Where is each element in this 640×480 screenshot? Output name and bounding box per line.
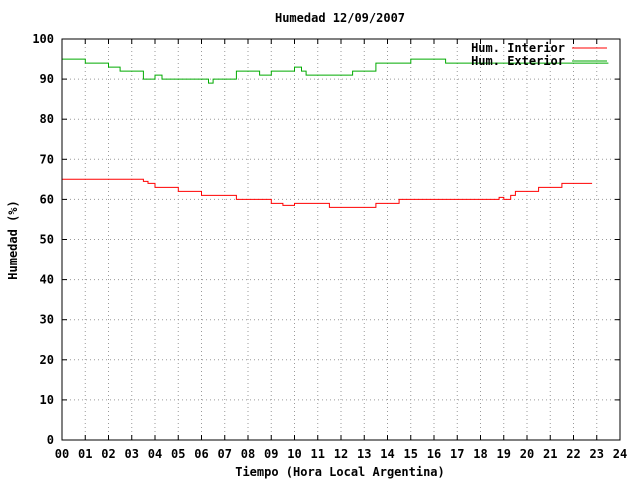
x-tick-label: 23 <box>590 447 604 461</box>
x-tick-label: 01 <box>78 447 92 461</box>
x-tick-label: 09 <box>264 447 278 461</box>
y-tick-label: 100 <box>32 32 54 46</box>
legend-label: Hum. Interior <box>471 41 565 55</box>
series-lines <box>62 58 609 208</box>
x-tick-label: 06 <box>194 447 208 461</box>
x-tick-label: 18 <box>473 447 487 461</box>
x-tick-label: 15 <box>404 447 418 461</box>
x-tick-label: 21 <box>543 447 557 461</box>
y-tick-label: 10 <box>40 393 54 407</box>
x-tick-label: 02 <box>101 447 115 461</box>
y-tick-label: 40 <box>40 273 54 287</box>
x-tick-label: 05 <box>171 447 185 461</box>
x-tick-label: 22 <box>566 447 580 461</box>
x-tick-label: 12 <box>334 447 348 461</box>
y-tick-label: 0 <box>47 433 54 447</box>
x-axis-label: Tiempo (Hora Local Argentina) <box>235 465 445 479</box>
x-tick-label: 07 <box>218 447 232 461</box>
y-tick-label: 50 <box>40 233 54 247</box>
x-tick-label: 16 <box>427 447 441 461</box>
x-tick-label: 04 <box>148 447 162 461</box>
y-axis-label: Humedad (%) <box>6 200 20 279</box>
x-tick-label: 03 <box>125 447 139 461</box>
x-tick-label: 10 <box>287 447 301 461</box>
y-tick-label: 20 <box>40 353 54 367</box>
x-tick-label: 19 <box>497 447 511 461</box>
x-tick-label: 17 <box>450 447 464 461</box>
x-tick-label: 20 <box>520 447 534 461</box>
axis-ticks <box>61 38 621 441</box>
series-line-interior <box>62 178 593 208</box>
y-tick-label: 80 <box>40 112 54 126</box>
x-tick-label: 11 <box>311 447 325 461</box>
x-tick-label: 13 <box>357 447 371 461</box>
chart-title: Humedad 12/09/2007 <box>275 11 405 25</box>
series-line-exterior <box>62 58 609 84</box>
y-tick-label: 70 <box>40 152 54 166</box>
x-tick-label: 00 <box>55 447 69 461</box>
tick-labels: 0 10 20 30 40 50 60 70 80 90 100 00 01 02 03 04 05 06 07 08… <box>32 32 627 461</box>
y-tick-label: 60 <box>40 192 54 206</box>
x-tick-label: 08 <box>241 447 255 461</box>
grid <box>62 39 620 440</box>
y-tick-label: 90 <box>40 72 54 86</box>
x-tick-label: 24 <box>613 447 627 461</box>
x-tick-label: 14 <box>380 447 394 461</box>
y-tick-label: 30 <box>40 313 54 327</box>
legend-label: Hum. Exterior <box>471 54 565 68</box>
